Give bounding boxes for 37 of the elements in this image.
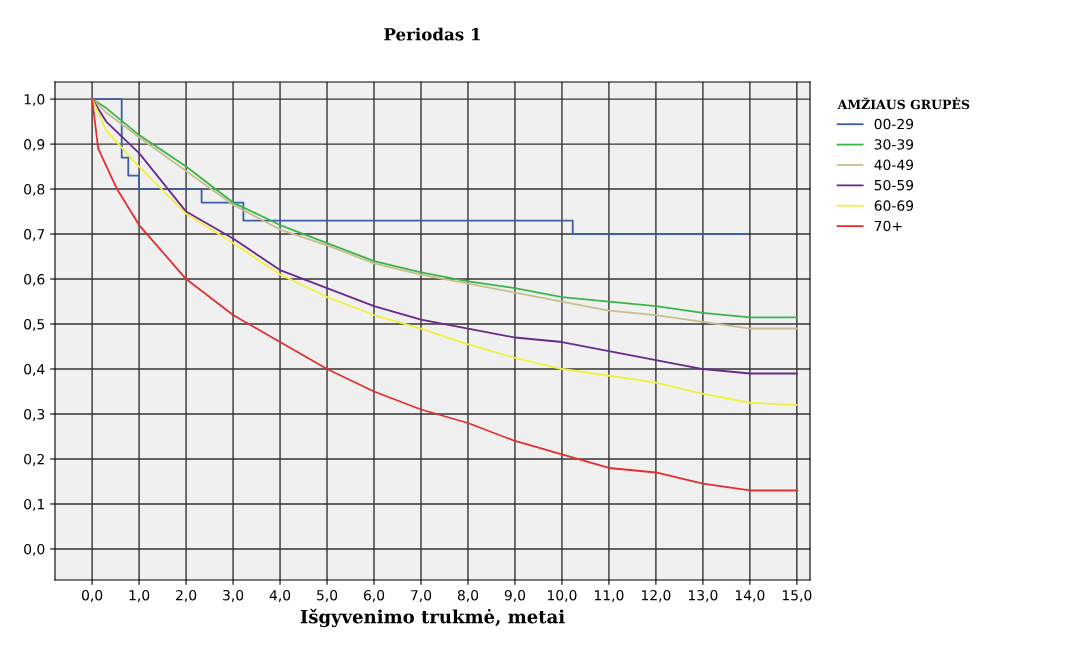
y-tick-label: 0,3 (24, 408, 45, 421)
y-tick-label: 0,8 (24, 184, 45, 196)
x-tick-label: 2,0 (176, 589, 197, 602)
x-tick-label: 0,0 (81, 589, 103, 602)
legend-label: 70+ (874, 220, 902, 232)
y-tick-label: 0,2 (24, 453, 44, 466)
y-tick-label: 1,0 (24, 94, 45, 106)
legend-title: AMŽIAUS GRUPĖS (837, 97, 970, 110)
x-tick-label: 5,0 (317, 589, 338, 602)
x-tick-label: 7,0 (411, 589, 432, 602)
x-tick-label: 14,0 (735, 589, 765, 602)
x-tick-label: 10,0 (548, 589, 577, 602)
x-tick-label: 3,0 (223, 589, 244, 602)
x-tick-label: 15,0 (782, 589, 812, 602)
legend-label: 40-49 (874, 159, 914, 171)
x-tick-label: 8,0 (457, 589, 479, 602)
x-tick-label: 11,0 (594, 589, 624, 602)
y-tick-label: 0,6 (24, 274, 45, 286)
y-tick-label: 0,5 (24, 319, 45, 331)
y-tick-label: 0,1 (24, 498, 44, 511)
x-tick-label: 4,0 (269, 589, 291, 602)
x-tick-label: 9,0 (504, 589, 526, 602)
x-tick-label: 6,0 (363, 589, 385, 602)
x-tick-label: 1,0 (129, 589, 150, 602)
y-tick-label: 0,7 (24, 229, 45, 241)
legend-label: 00-29 (874, 118, 914, 130)
x-axis-title: Išgyvenimo trukmė, metai (300, 608, 565, 628)
line-series (91, 98, 798, 492)
x-tick-label: 12,0 (641, 589, 671, 602)
legend-label: 60-69 (874, 200, 914, 211)
y-tick-label: 0,4 (24, 363, 45, 376)
y-tick-label: 0,9 (24, 139, 45, 151)
chart-title: Periodas 1 (384, 27, 480, 41)
legend-label: 30-39 (874, 139, 914, 150)
legend-label: 50-59 (874, 179, 914, 191)
x-tick-label: 13,0 (688, 589, 718, 602)
y-tick-label: 0,0 (24, 543, 45, 556)
